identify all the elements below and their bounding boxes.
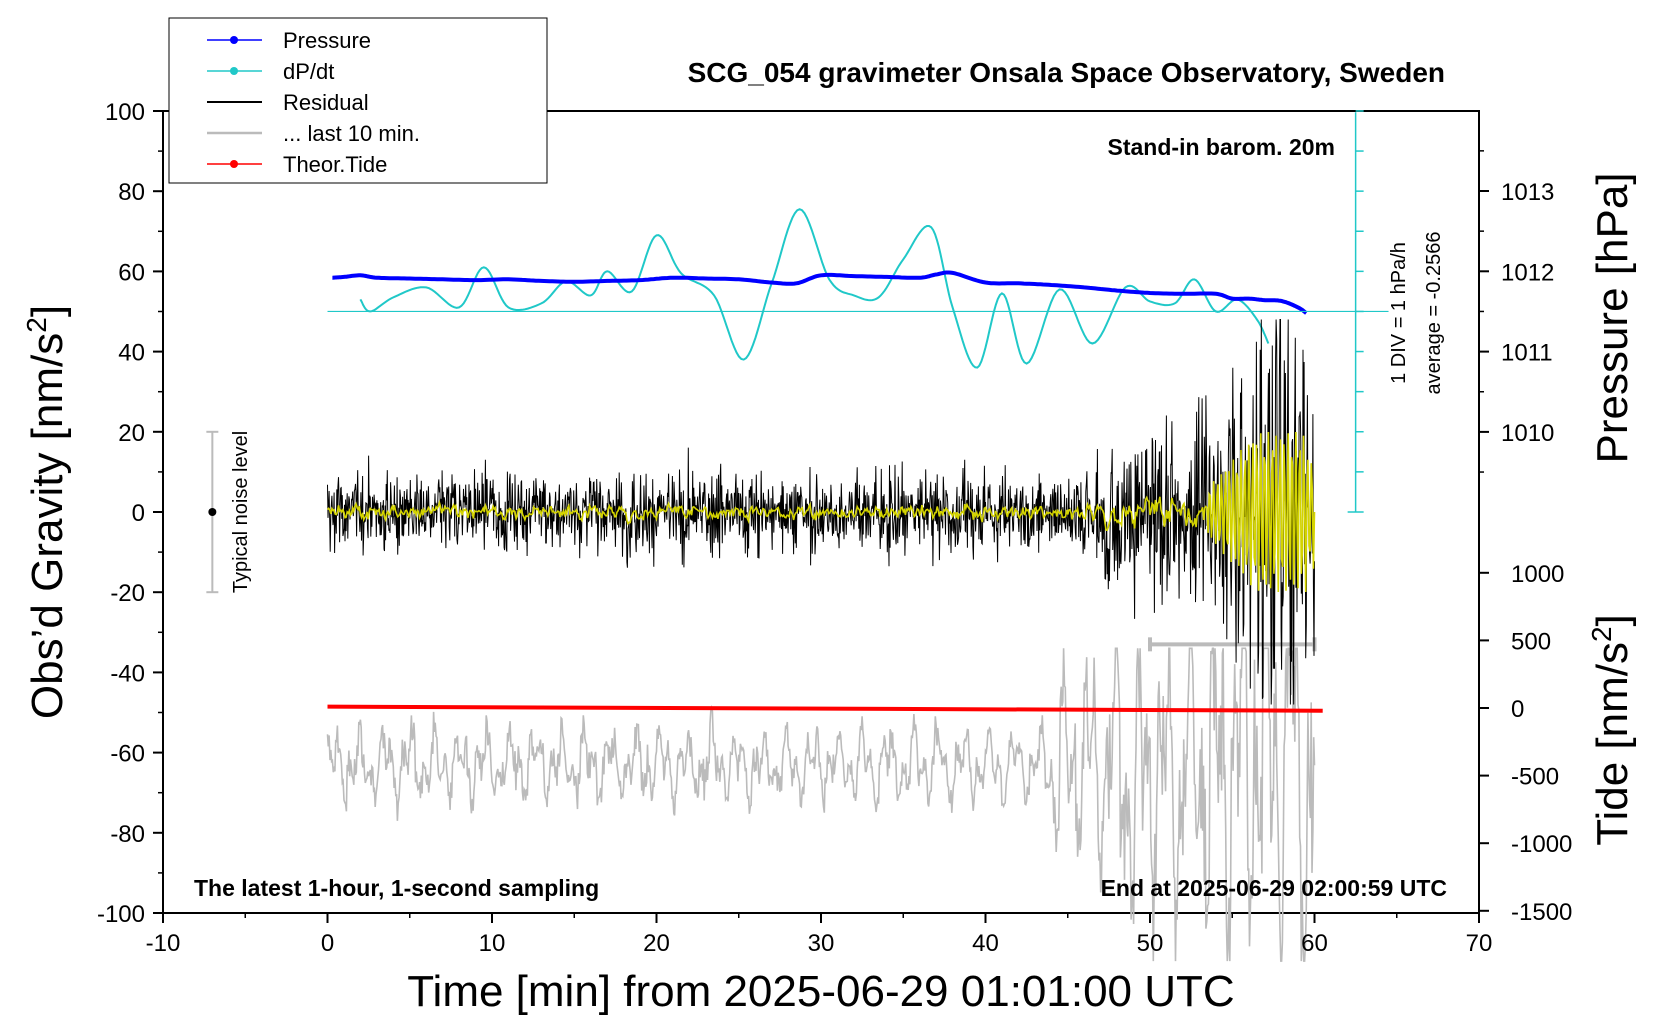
div-scale-note: 1 DIV = 1 hPa/h: [1388, 242, 1410, 384]
tide-tick-label: -500: [1511, 764, 1559, 791]
y-tick-label: -20: [110, 580, 145, 607]
legend-pressure-marker: [230, 36, 238, 44]
x-tick-label: 50: [1137, 930, 1164, 957]
residual-smoothed-series: [326, 431, 1316, 593]
x-tick-label: 10: [479, 930, 506, 957]
tide-tick-label: 0: [1511, 696, 1524, 723]
theor-tide-series: [327, 704, 1323, 713]
y-tick-label: -100: [97, 901, 145, 928]
y-tick-label: -40: [110, 660, 145, 687]
noise-level-bar: [206, 430, 219, 594]
legend-last10-label: ... last 10 min.: [283, 121, 420, 146]
x-tick-label: 30: [808, 930, 835, 957]
y-tick-label: 100: [105, 99, 145, 126]
legend-residual-label: Residual: [283, 90, 369, 115]
y-tick-label: 60: [118, 259, 145, 286]
legend-box: [168, 17, 548, 184]
legend-tide-label: Theor.Tide: [283, 152, 387, 177]
tide-tick-label: -1000: [1511, 831, 1572, 858]
tide-tick-label: -1500: [1511, 899, 1572, 926]
end-time-note: End at 2025-06-29 02:00:59 UTC: [1101, 875, 1447, 901]
y-axis-title: Obs’d Gravity [nm/s2]: [21, 305, 72, 719]
tide-tick-label: 1000: [1511, 561, 1564, 588]
x-tick-label: 0: [321, 930, 334, 957]
y-tick-label: 80: [118, 179, 145, 206]
pressure-tick-label: 1012: [1501, 259, 1554, 286]
legend: Pressure dP/dt Residual ... last 10 min.…: [168, 17, 548, 184]
x-axis-title: Time [min] from 2025-06-29 01:01:00 UTC: [407, 967, 1234, 1016]
x-tick-label: 60: [1301, 930, 1328, 957]
x-tick-label: 20: [643, 930, 670, 957]
pressure-tick-label: 1010: [1501, 420, 1554, 447]
tide-line: [327, 704, 1323, 713]
residual-series: [327, 319, 1315, 705]
legend-tide-marker: [230, 160, 238, 168]
tide-tick-label: 500: [1511, 628, 1551, 655]
x-tick-label: 70: [1466, 930, 1493, 957]
dpdt-series: [359, 208, 1270, 369]
pressure-tick-label: 1013: [1501, 179, 1554, 206]
dpdt-scale-bar: [327, 110, 1389, 513]
noise-level-label: Typical noise level: [230, 431, 252, 593]
dpdt-line: [359, 208, 1270, 369]
sampling-note: The latest 1-hour, 1-second sampling: [194, 875, 599, 901]
tide-axis-title: Tide [nm/s2]: [1586, 614, 1637, 846]
pressure-axis-title: Pressure [hPa]: [1588, 172, 1637, 463]
y-tick-label: 0: [132, 500, 145, 527]
pressure-tick-label: 1011: [1501, 340, 1553, 367]
chart-title: SCG_054 gravimeter Onsala Space Observat…: [688, 57, 1445, 88]
noise-bar-center: [208, 508, 217, 516]
last10-line: [326, 647, 1316, 962]
y-tick-label: -60: [110, 741, 145, 768]
average-note: average = -0.2566: [1423, 232, 1445, 395]
legend-pressure-label: Pressure: [283, 28, 371, 53]
residual-smoothed-line: [326, 431, 1316, 593]
y-tick-label: 40: [118, 340, 145, 367]
pressure-series: [332, 270, 1308, 315]
x-tick-label: -10: [146, 930, 181, 957]
pressure-line: [332, 270, 1308, 315]
axes: -10 0 10 20 30 40 50 60 70100806040200-20-40-60-…: [97, 99, 1572, 957]
residual-line: [327, 319, 1315, 705]
legend-dpdt-label: dP/dt: [283, 59, 334, 84]
barometer-note: Stand-in barom. 20m: [1108, 134, 1335, 160]
y-tick-label: -80: [110, 821, 145, 848]
x-tick-label: 40: [972, 930, 999, 957]
legend-dpdt-marker: [230, 67, 238, 75]
y-tick-label: 20: [118, 420, 145, 447]
